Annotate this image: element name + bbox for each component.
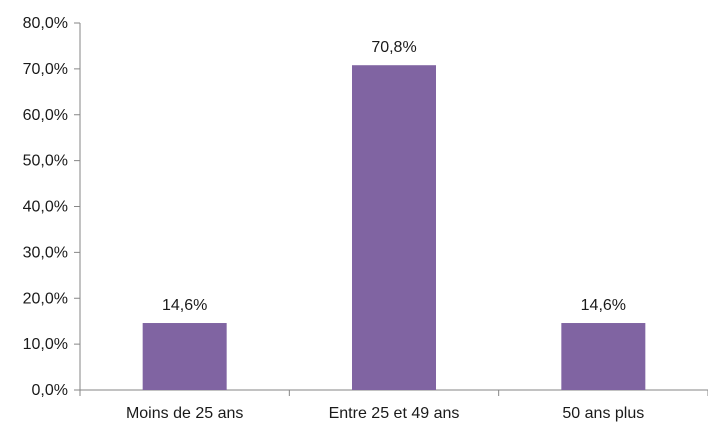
y-tick-label: 50,0% (23, 153, 68, 170)
x-category-label: 50 ans plus (562, 405, 644, 422)
data-label: 70,8% (371, 39, 416, 56)
y-tick-label: 10,0% (23, 336, 68, 353)
data-label: 14,6% (581, 297, 626, 314)
y-tick-label: 30,0% (23, 244, 68, 261)
y-tick-label: 40,0% (23, 199, 68, 216)
bar (352, 65, 436, 390)
y-tick-label: 0,0% (32, 382, 68, 399)
x-category-label: Entre 25 et 49 ans (329, 405, 460, 422)
y-tick-label: 20,0% (23, 290, 68, 307)
data-label: 14,6% (162, 297, 207, 314)
bar (142, 323, 227, 390)
y-tick-label: 80,0% (23, 15, 68, 32)
bar (561, 323, 646, 390)
y-tick-label: 70,0% (23, 61, 68, 78)
x-category-label: Moins de 25 ans (126, 405, 243, 422)
y-tick-label: 60,0% (23, 107, 68, 124)
